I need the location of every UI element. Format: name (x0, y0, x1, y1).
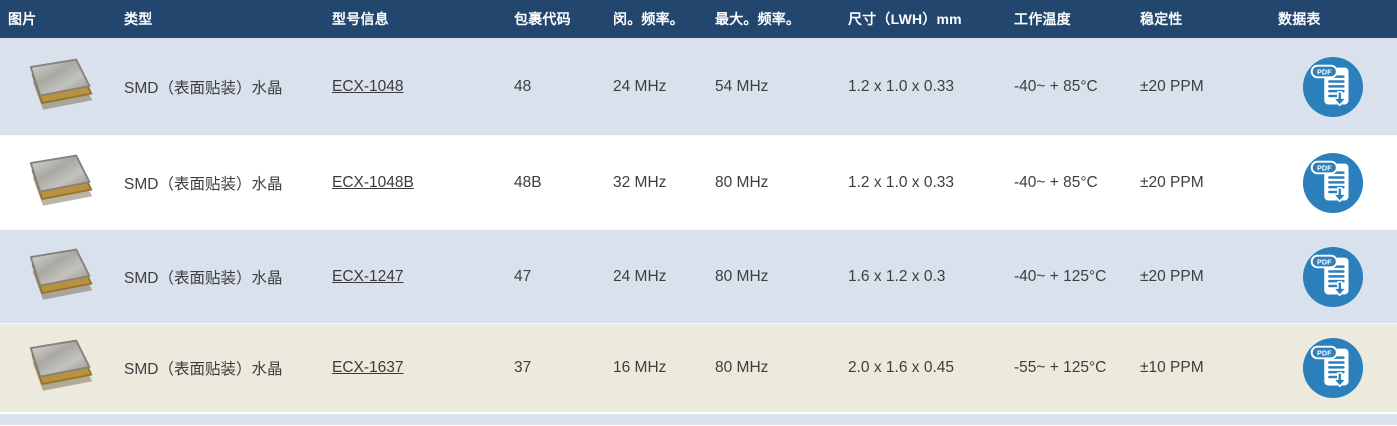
op-temp-cell: -55~ + 125°C (1014, 359, 1107, 376)
max-freq-cell: 80 MHz (715, 267, 769, 285)
table-header-row: 图片 类型 型号信息 包裹代码 闵。频率。 最大。频率。 尺寸（LWH）mm 工… (0, 0, 1397, 38)
svg-text:PDF: PDF (1317, 163, 1332, 172)
col-header-model-info: 型号信息 (332, 11, 389, 27)
max-freq-cell: 80 MHz (715, 359, 769, 376)
type-cell: SMD（表面贴装）水晶 (124, 79, 283, 97)
partial-next-row (0, 413, 1397, 425)
smd-crystal-photo (29, 58, 93, 110)
col-header-stability: 稳定性 (1140, 11, 1183, 27)
col-header-datasheet: 数据表 (1278, 11, 1321, 27)
smd-crystal-photo (29, 339, 93, 391)
datasheet-cell: PDF (1264, 56, 1397, 118)
stability-cell: ±20 PPM (1140, 173, 1204, 191)
col-header-min-frequency: 闵。频率。 (613, 11, 684, 27)
stability-cell: ±20 PPM (1140, 77, 1204, 95)
pdf-download-icon[interactable]: PDF (1302, 152, 1364, 214)
svg-text:PDF: PDF (1317, 257, 1332, 266)
type-cell: SMD（表面贴装）水晶 (124, 361, 283, 378)
min-freq-cell: 24 MHz (613, 267, 667, 285)
dimensions-cell: 1.2 x 1.0 x 0.33 (848, 77, 954, 95)
pdf-download-icon[interactable]: PDF (1302, 56, 1364, 118)
model-link[interactable]: ECX-1048B (332, 173, 414, 191)
min-freq-cell: 32 MHz (613, 173, 667, 191)
dimensions-cell: 1.2 x 1.0 x 0.33 (848, 173, 954, 191)
package-code-cell: 48B (514, 173, 542, 191)
product-photo-cell (0, 241, 110, 313)
min-freq-cell: 24 MHz (613, 77, 667, 95)
datasheet-cell: PDF (1264, 337, 1397, 399)
svg-text:PDF: PDF (1317, 67, 1332, 76)
svg-text:PDF: PDF (1317, 348, 1332, 357)
type-cell: SMD（表面贴装）水晶 (124, 269, 283, 287)
product-photo-cell (0, 147, 110, 219)
min-freq-cell: 16 MHz (613, 359, 667, 376)
table-row: SMD（表面贴装）水晶 ECX-1048 48 24 MHz 54 MHz 1.… (0, 38, 1397, 136)
smd-crystal-photo (29, 248, 93, 300)
table-row: SMD（表面贴装）水晶 ECX-1247 47 24 MHz 80 MHz 1.… (0, 230, 1397, 324)
col-header-package-code: 包裹代码 (514, 11, 571, 27)
dimensions-cell: 2.0 x 1.6 x 0.45 (848, 359, 954, 376)
stability-cell: ±10 PPM (1140, 359, 1204, 376)
table-row-highlighted: SMD（表面贴装）水晶 ECX-1637 37 16 MHz 80 MHz 2.… (0, 324, 1397, 413)
max-freq-cell: 54 MHz (715, 77, 769, 95)
pdf-download-icon[interactable]: PDF (1302, 337, 1364, 399)
pdf-download-icon[interactable]: PDF (1302, 246, 1364, 308)
product-photo-cell (0, 332, 110, 404)
col-header-dimensions: 尺寸（LWH）mm (848, 11, 962, 27)
model-link[interactable]: ECX-1048 (332, 77, 404, 95)
op-temp-cell: -40~ + 85°C (1014, 77, 1098, 95)
op-temp-cell: -40~ + 125°C (1014, 267, 1107, 285)
smd-crystal-photo (29, 154, 93, 206)
package-code-cell: 48 (514, 77, 532, 95)
col-header-image: 图片 (8, 11, 37, 27)
table-row: SMD（表面贴装）水晶 ECX-1048B 48B 32 MHz 80 MHz … (0, 136, 1397, 230)
col-header-max-frequency: 最大。频率。 (715, 11, 801, 27)
product-photo-cell (0, 51, 110, 123)
col-header-operating-temp: 工作温度 (1014, 11, 1071, 27)
stability-cell: ±20 PPM (1140, 267, 1204, 285)
op-temp-cell: -40~ + 85°C (1014, 173, 1098, 191)
dimensions-cell: 1.6 x 1.2 x 0.3 (848, 267, 946, 285)
max-freq-cell: 80 MHz (715, 173, 769, 191)
package-code-cell: 37 (514, 359, 532, 376)
model-link[interactable]: ECX-1637 (332, 359, 404, 376)
col-header-type: 类型 (124, 11, 153, 27)
datasheet-cell: PDF (1264, 152, 1397, 214)
datasheet-cell: PDF (1264, 246, 1397, 308)
model-link[interactable]: ECX-1247 (332, 267, 404, 285)
type-cell: SMD（表面贴装）水晶 (124, 175, 283, 193)
package-code-cell: 47 (514, 267, 532, 285)
